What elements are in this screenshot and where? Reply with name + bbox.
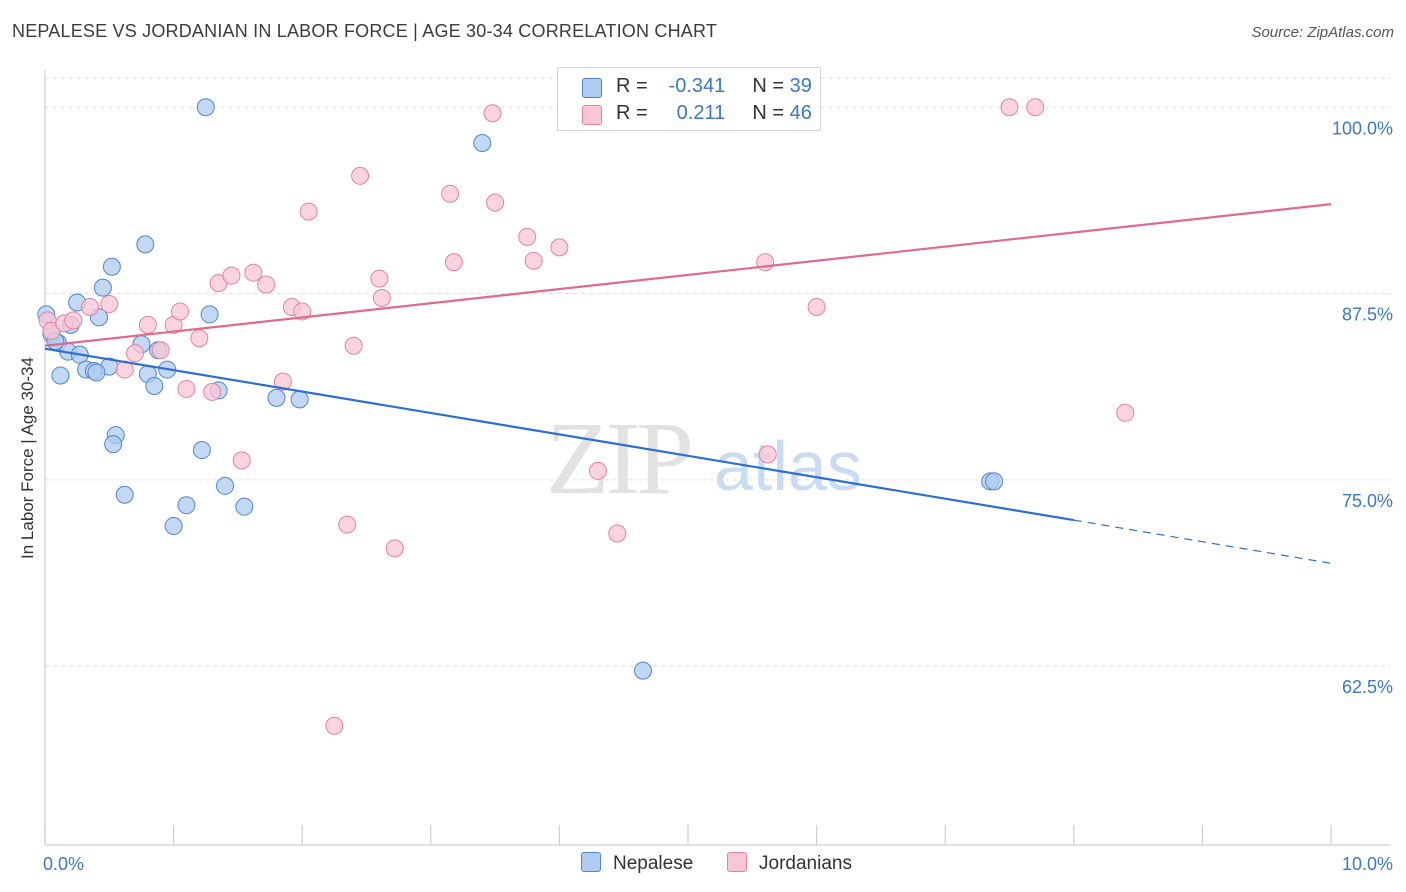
jordanians-point xyxy=(550,238,569,257)
legend-r-label: R = xyxy=(616,75,648,97)
jordanians-point xyxy=(100,294,119,313)
legend-r-label: R = xyxy=(616,102,648,124)
watermark-atlas: atlas xyxy=(714,427,862,505)
x-tick-label-min: 0.0% xyxy=(43,854,84,874)
jordanians-legend-label: Jordanians xyxy=(759,853,852,874)
jordanians-point xyxy=(64,311,83,330)
jordanians-point xyxy=(524,251,543,270)
legend-n-label: N = xyxy=(752,75,785,97)
nepalese-trend-line xyxy=(44,347,1074,522)
jordanians-point xyxy=(293,302,312,321)
jordanians-n-value: 46 xyxy=(789,102,812,124)
jordanians-point xyxy=(222,266,241,285)
jordanians-r-value: 0.211 xyxy=(676,102,726,124)
tick-labels: 62.5% 75.0% 87.5% 100.0% 0.0% 10.0% xyxy=(43,118,1393,874)
nepalese-point xyxy=(145,376,164,395)
source-label: Source: ZipAtlas.com xyxy=(1251,24,1394,41)
jordanians-point xyxy=(372,289,391,308)
jordanians-point xyxy=(190,329,209,348)
jordanians-point xyxy=(486,193,505,212)
y-tick-label: 100.0% xyxy=(1332,118,1393,138)
jordanians-point xyxy=(171,302,190,321)
nepalese-point xyxy=(102,257,121,276)
nepalese-point xyxy=(104,435,123,454)
nepalese-point xyxy=(473,134,492,153)
y-tick-label: 75.0% xyxy=(1342,491,1393,511)
jordanians-point xyxy=(588,461,607,480)
nepalese-point xyxy=(93,278,112,297)
nepalese-n-value: 39 xyxy=(789,75,812,97)
jordanians-point xyxy=(1116,403,1135,422)
jordanians-point xyxy=(177,379,196,398)
jordanians-legend-swatch xyxy=(727,852,747,872)
data-points xyxy=(37,98,1135,735)
nepalese-point xyxy=(177,496,196,515)
nepalese-point xyxy=(633,661,652,680)
jordanians-point xyxy=(126,344,145,363)
nepalese-trend-extension xyxy=(1073,519,1332,564)
jordanians-point xyxy=(444,253,463,272)
jordanians-point xyxy=(1026,98,1045,117)
jordanians-point xyxy=(1000,98,1019,117)
jordanians-point xyxy=(518,227,537,246)
nepalese-legend-label: Nepalese xyxy=(613,853,694,874)
y-axis-label: In Labor Force | Age 30-34 xyxy=(18,357,37,559)
jordanians-point xyxy=(203,382,222,401)
trend-lines xyxy=(44,203,1332,564)
jordanians-point xyxy=(756,253,775,272)
axes xyxy=(44,70,1391,846)
chart-title: NEPALESE VS JORDANIAN IN LABOR FORCE | A… xyxy=(12,21,718,41)
bottom-legend-nepalese: Nepalese xyxy=(581,852,693,875)
jordanians-point xyxy=(138,315,157,334)
nepalese-legend-swatch xyxy=(581,852,601,872)
jordanians-point xyxy=(441,184,460,203)
jordanians-point xyxy=(244,263,263,282)
nepalese-point xyxy=(115,485,134,504)
nepalese-point xyxy=(290,390,309,409)
watermark: ZIP atlas xyxy=(546,401,862,516)
correlation-legend: R = -0.341 N = 39 R = 0.211 N = 46 xyxy=(557,67,821,131)
y-tick-label: 62.5% xyxy=(1342,677,1393,697)
jordanians-point xyxy=(232,451,251,470)
jordanians-swatch xyxy=(582,105,602,125)
nepalese-point xyxy=(51,366,70,385)
nepalese-point xyxy=(87,363,106,382)
jordanians-point xyxy=(344,336,363,355)
x-tick-label-max: 10.0% xyxy=(1342,854,1393,874)
jordanians-point xyxy=(151,341,170,360)
y-tick-label: 87.5% xyxy=(1342,305,1393,325)
legend-n-label: N = xyxy=(752,102,785,124)
gridlines xyxy=(45,77,1391,667)
nepalese-point xyxy=(200,305,219,324)
nepalese-r-value: -0.341 xyxy=(668,75,726,97)
jordanians-point xyxy=(385,539,404,558)
jordanians-point xyxy=(608,524,627,543)
jordanians-point xyxy=(807,297,826,316)
bottom-legend-jordanians: Jordanians xyxy=(727,852,852,875)
nepalese-point xyxy=(192,441,211,460)
jordanians-point xyxy=(273,372,292,391)
nepalese-swatch xyxy=(582,78,602,98)
jordanians-point xyxy=(758,445,777,464)
jordanians-point xyxy=(370,269,389,288)
jordanians-point xyxy=(351,166,370,185)
jordanians-point xyxy=(483,104,502,123)
nepalese-point xyxy=(216,476,235,495)
jordanians-point xyxy=(325,716,344,735)
nepalese-point xyxy=(164,517,183,536)
jordanians-point xyxy=(257,275,276,294)
nepalese-point xyxy=(136,235,155,254)
jordanians-point xyxy=(299,202,318,221)
nepalese-point xyxy=(985,472,1004,491)
nepalese-point xyxy=(196,98,215,117)
jordanians-point xyxy=(338,515,357,534)
jordanians-trend-line xyxy=(44,203,1332,347)
watermark-zip: ZIP xyxy=(546,401,690,516)
nepalese-point xyxy=(267,388,286,407)
jordanians-point xyxy=(81,297,100,316)
nepalese-point xyxy=(235,497,254,516)
